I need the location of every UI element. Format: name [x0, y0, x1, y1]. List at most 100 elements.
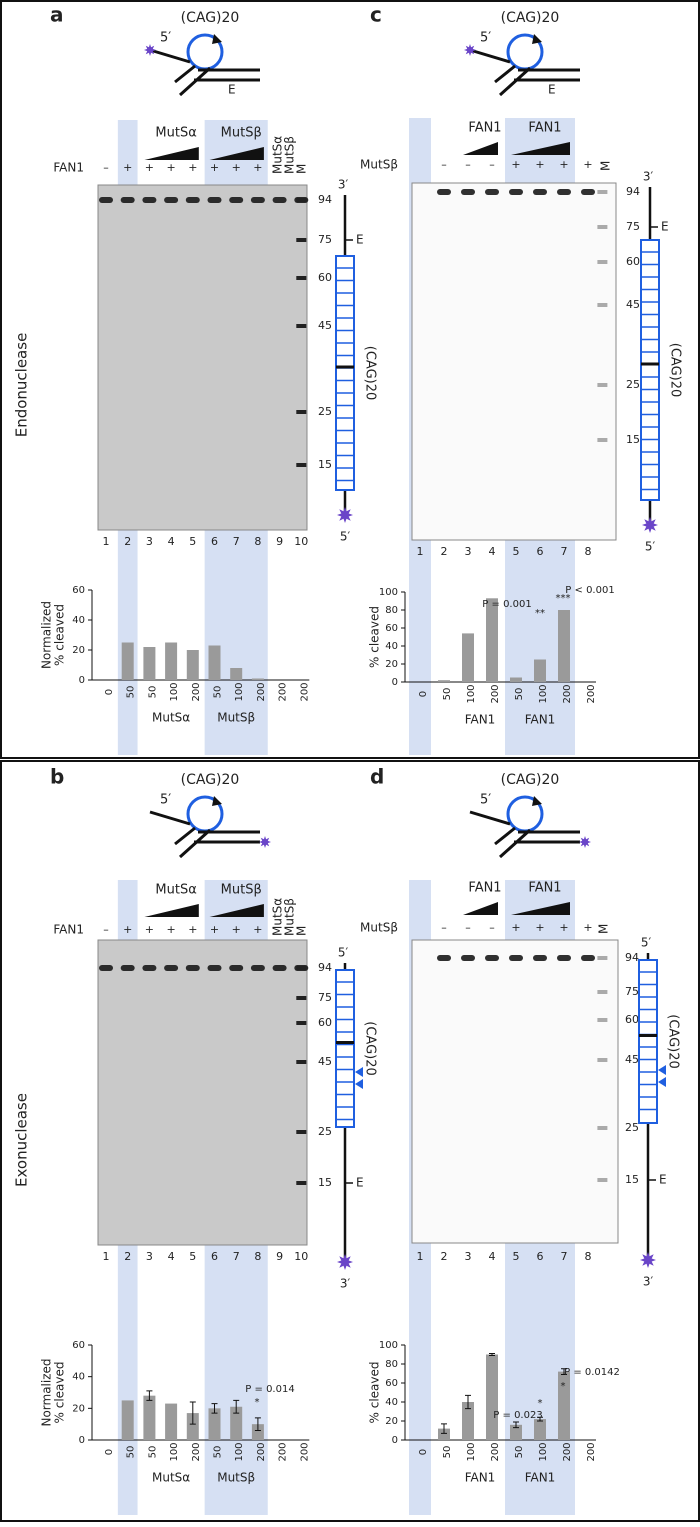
- gel-band: [557, 955, 571, 961]
- size-marker: 60: [318, 271, 332, 284]
- size-marker: 45: [626, 298, 640, 311]
- y-tick-label: 40: [385, 641, 398, 652]
- row-label: FAN1: [53, 161, 84, 175]
- sign: +: [535, 158, 544, 171]
- sign: +: [559, 158, 568, 171]
- sign: –: [103, 923, 109, 936]
- annotation: P < 0.001: [565, 585, 614, 596]
- size-marker: 45: [625, 1053, 639, 1066]
- gel-band: [229, 197, 244, 203]
- exo-arrow: [355, 1067, 363, 1077]
- schematic-end: 5′: [160, 31, 171, 46]
- size-marker: 60: [318, 1016, 332, 1029]
- marker-band: [296, 238, 307, 242]
- bar: [486, 1354, 498, 1440]
- gel-band: [120, 197, 135, 203]
- lane-number: 6: [537, 545, 544, 558]
- x-tick-label: 100: [538, 684, 549, 703]
- y-tick-label: 0: [392, 677, 398, 688]
- annotation: P = 0.001: [482, 599, 531, 610]
- gel-band: [99, 965, 113, 971]
- sign: +: [511, 158, 520, 171]
- label-star: [337, 1254, 353, 1270]
- sign: +: [232, 161, 241, 174]
- x-tick-label: 200: [278, 1442, 289, 1461]
- group-label: MutSβ: [217, 711, 255, 725]
- y-axis-label: % cleaved: [368, 606, 382, 668]
- lane-number: 10: [294, 1250, 308, 1263]
- marker-band: [296, 463, 307, 467]
- y-tick-label: 0: [79, 1435, 85, 1446]
- group-label: MutSβ: [217, 1471, 255, 1485]
- group-label: FAN1: [465, 1471, 496, 1485]
- marker-band: [597, 303, 608, 307]
- lane-number: 10: [294, 535, 308, 548]
- panel-letter: d: [370, 765, 384, 789]
- label-star: [144, 44, 156, 56]
- gel-band: [99, 197, 113, 203]
- condition-header: MutSβ: [221, 126, 262, 141]
- label-star: [579, 836, 591, 848]
- x-tick-label: 100: [538, 1442, 549, 1461]
- marker-band: [597, 1058, 608, 1062]
- sign: +: [145, 161, 154, 174]
- bar: [186, 1413, 199, 1440]
- bar: [208, 1408, 221, 1440]
- wedge: [209, 147, 264, 160]
- marker-band: [597, 956, 608, 960]
- condition-header: MutSα: [155, 126, 196, 141]
- x-tick-label: 50: [442, 688, 453, 701]
- y-axis-label: % cleaved: [53, 604, 67, 666]
- group-label: MutSα: [152, 711, 190, 725]
- bar: [558, 1371, 570, 1440]
- rotated-header: MutSβ: [283, 136, 297, 174]
- size-marker: 15: [625, 1173, 639, 1186]
- schematic-repeat: (CAG)20: [501, 772, 560, 788]
- annotation: P = 0.0142: [564, 1367, 620, 1378]
- lane-number: 8: [254, 535, 261, 548]
- wedge: [144, 904, 199, 917]
- lane-number: 9: [276, 1250, 283, 1263]
- condition-header: FAN1: [528, 121, 561, 136]
- marker-band: [296, 410, 307, 414]
- rotated-header: MutSβ: [283, 898, 297, 936]
- size-marker: 15: [318, 458, 332, 471]
- size-marker: 94: [318, 961, 332, 974]
- cut-arrow: [532, 34, 542, 44]
- x-tick-label: 0: [104, 689, 115, 695]
- exo-arrow: [658, 1077, 666, 1087]
- gel: [97, 184, 308, 531]
- sign: +: [188, 161, 197, 174]
- size-marker: 75: [626, 220, 640, 233]
- marker-band: [597, 438, 608, 442]
- gel-band: [207, 965, 222, 971]
- label-star: [259, 836, 271, 848]
- marker-band: [296, 324, 307, 328]
- y-tick-label: 20: [385, 659, 398, 670]
- y-tick-label: 60: [385, 1378, 398, 1389]
- sign: –: [441, 158, 447, 171]
- gel-band: [250, 197, 265, 203]
- sign: +: [166, 161, 175, 174]
- x-tick-label: 200: [586, 1442, 597, 1461]
- x-tick-label: 200: [299, 1442, 310, 1461]
- x-tick-label: 200: [256, 682, 267, 701]
- gel-band: [581, 955, 595, 961]
- duplex: [494, 64, 580, 97]
- gel-band: [461, 955, 475, 961]
- schematic-repeat: (CAG)20: [181, 10, 240, 26]
- lane-number: 2: [124, 1250, 131, 1263]
- size-marker: 75: [318, 233, 332, 246]
- wedge: [511, 902, 570, 915]
- exo-arrow: [355, 1079, 363, 1089]
- sign: –: [103, 161, 109, 174]
- lane-number: 3: [465, 1250, 472, 1263]
- marker-band: [296, 1130, 307, 1134]
- side-label: Endonuclease: [13, 333, 31, 438]
- y-axis-label: % cleaved: [53, 1362, 67, 1424]
- x-tick-label: 200: [562, 1442, 573, 1461]
- gel-band: [164, 965, 179, 971]
- y-tick-label: 100: [379, 1340, 398, 1351]
- condition-header: FAN1: [528, 881, 561, 896]
